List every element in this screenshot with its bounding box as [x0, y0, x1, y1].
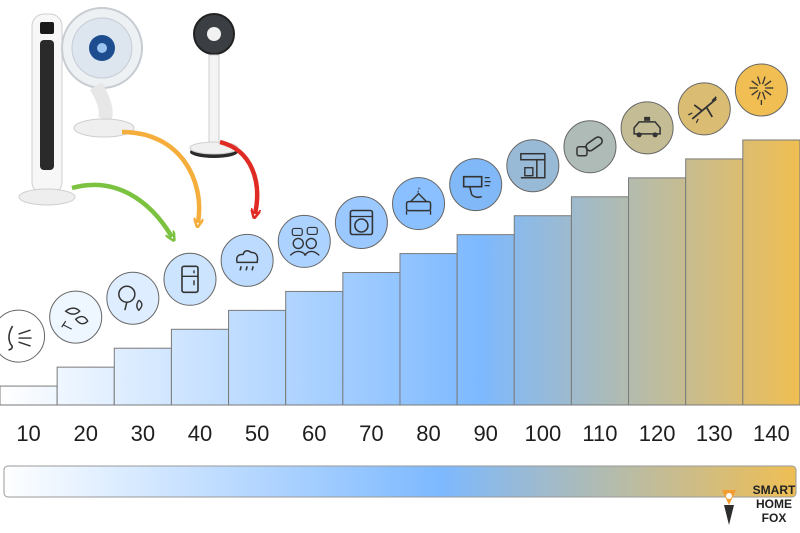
desk-fan [61, 7, 143, 138]
green-arrow [71, 182, 172, 237]
brand-logo-text: SMART HOME FOX [746, 483, 800, 525]
x-tick-labels: 10 20 30 40 50 60 70 80 90 100 110 120 130 140 [16, 421, 789, 446]
rustling-leaves-icon [49, 290, 103, 344]
x-tick-140: 140 [753, 421, 790, 446]
brand-line-1: SMART [752, 483, 796, 497]
bar-40 [170, 328, 230, 406]
bar-20 [56, 366, 115, 406]
refrigerator-icon [163, 252, 217, 306]
whisper-icon [106, 271, 160, 325]
x-tick-100: 100 [524, 421, 561, 446]
example-icons-layer: ♪ [0, 63, 788, 363]
rain-icon [220, 233, 274, 287]
svg-text:♪: ♪ [417, 187, 421, 195]
bar-60 [285, 290, 344, 406]
washing-machine-icon [334, 196, 388, 249]
bars-layer [0, 139, 800, 406]
hair-dryer-icon [449, 158, 503, 212]
red-arrow [219, 139, 257, 214]
x-tick-90: 90 [473, 421, 497, 446]
chainsaw-icon [563, 120, 617, 174]
bar-10 [0, 385, 58, 406]
x-tick-80: 80 [416, 421, 440, 446]
police-car-icon [620, 101, 674, 155]
bar-110 [570, 196, 630, 406]
bar-30 [113, 347, 172, 406]
bar-70 [342, 272, 401, 406]
bar-80 [399, 253, 458, 406]
coffee-machine-icon [506, 139, 560, 193]
x-tick-70: 70 [359, 421, 383, 446]
x-tick-30: 30 [131, 421, 155, 446]
bar-130 [685, 158, 744, 406]
bar-50 [228, 309, 287, 406]
orange-arrow [121, 129, 199, 223]
bar-140 [742, 139, 800, 406]
x-tick-120: 120 [639, 421, 676, 446]
fox-logo-icon [722, 490, 736, 525]
x-tick-10: 10 [16, 421, 40, 446]
bar-100 [513, 215, 572, 406]
conversation-icon [277, 214, 331, 268]
x-tick-20: 20 [73, 421, 97, 446]
alarm-clock-icon: ♪ [392, 177, 446, 231]
jet-plane-icon [677, 82, 731, 136]
brand-line-2: HOME [756, 497, 792, 511]
bar-90 [456, 234, 515, 406]
bar-120 [628, 177, 687, 406]
brand-line-3: FOX [761, 511, 787, 525]
tower-fan [18, 13, 76, 206]
x-tick-40: 40 [188, 421, 212, 446]
fireworks-icon [734, 63, 788, 117]
x-tick-60: 60 [302, 421, 326, 446]
pedestal-fan [189, 13, 239, 158]
color-scale-band [3, 465, 797, 498]
x-tick-50: 50 [245, 421, 269, 446]
x-tick-130: 130 [696, 421, 733, 446]
x-tick-110: 110 [582, 421, 617, 446]
breathing-icon [0, 309, 46, 363]
